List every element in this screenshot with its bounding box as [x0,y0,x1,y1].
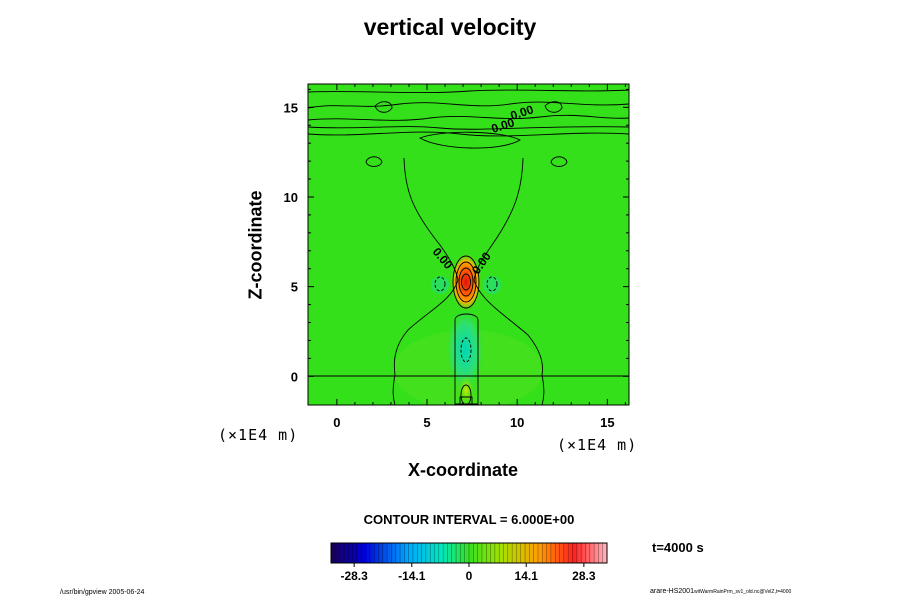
contour-line [308,126,629,130]
contour-line [459,396,473,405]
footer-right-sub: witWarmRainPrm_sv1_old.nc@VelZ,t=4000 [693,589,792,595]
contour-line [544,101,563,113]
colorbar-tick-label: 0 [466,569,473,583]
x-tick-label: 0 [333,415,340,430]
contour-line [460,384,472,405]
x-tick-label: 10 [510,415,524,430]
contour-label: 0.00 [509,102,536,123]
contour-line [308,101,629,109]
x-unit-right: (×1E4 m) [557,436,638,454]
contour-line [455,261,477,303]
contour-field [308,84,629,405]
contour-label: 0.00 [490,115,517,136]
colorbar-stripes [335,543,603,563]
plot-frame [307,83,630,406]
contour-line [308,89,629,94]
y-tick-label: 5 [291,280,298,295]
contour-line [365,156,383,167]
updraft-core [450,252,482,312]
x-unit-left: (×1E4 m) [218,426,299,444]
x-tick-label: 5 [423,415,430,430]
footer-right: arare-HS2001witWarmRainPrm_sv1_old.nc@Ve… [650,588,791,595]
contour-line [452,255,480,309]
colorbar-tick-label: -28.3 [340,569,368,583]
contour-line [541,374,545,405]
x-axis-label: X-coordinate [408,460,519,480]
contour-interval: CONTOUR INTERVAL = 6.000E+00 [363,512,575,527]
x-tick-label: 15 [600,415,614,430]
contour-line-negative [486,276,498,292]
contour-line [308,114,629,121]
contour-line-negative [460,337,472,363]
left-downdraft [431,276,449,294]
contour-lines [308,89,629,405]
contour-line [473,157,543,376]
right-downdraft [483,276,501,294]
footer-left: /usr/bin/gpview 2005-06-24 [60,589,145,596]
y-tick-label: 0 [291,369,298,384]
colorbar-tick-label: 14.1 [515,569,539,583]
contour-line [458,267,474,297]
axis-ticks: 0 5 10 15 0 5 10 15 [284,84,629,430]
y-tick-label: 15 [284,100,298,115]
contour-line [308,131,629,137]
y-axis-label: Z-coordinate [245,190,266,300]
contour-line [392,374,396,405]
colorbar-tick-label: -14.1 [398,569,426,583]
dashed-contours [434,276,498,363]
contour-line [374,101,393,113]
colorbar-tick-label: 28.3 [572,569,596,583]
colorbar-ticks: -28.3 -14.1 0 14.1 28.3 [340,563,596,583]
y-tick-label: 10 [284,190,298,205]
chart-title: vertical velocity [363,14,537,40]
time-label: t=4000 s [652,540,704,555]
contour-line [393,157,459,376]
contour-line [461,273,471,291]
contour-line [454,313,479,405]
footer-right-main: arare-HS2001 [650,588,694,595]
contour-line [550,156,568,167]
contour-line [418,131,521,149]
contour-line-negative [434,276,446,292]
